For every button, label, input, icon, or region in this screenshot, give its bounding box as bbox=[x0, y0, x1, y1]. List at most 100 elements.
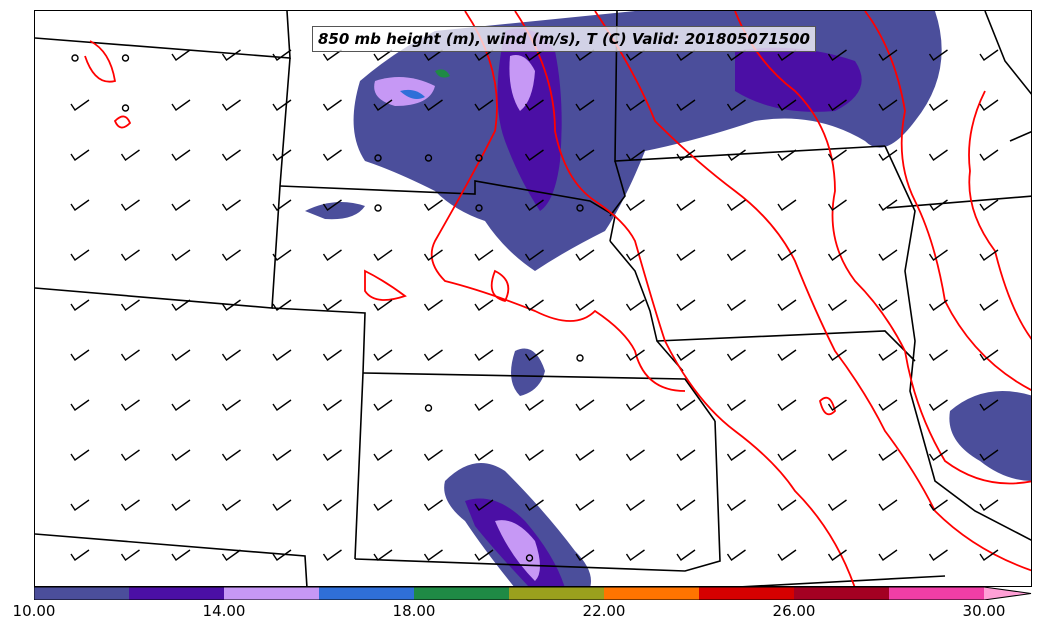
wind-barb bbox=[827, 349, 847, 361]
wind-barb bbox=[272, 149, 292, 161]
wind-barb bbox=[827, 549, 847, 561]
wind-barb bbox=[272, 249, 292, 261]
calm-wind-circle bbox=[424, 404, 433, 412]
wind-barb bbox=[625, 549, 645, 561]
wind-barb bbox=[70, 349, 90, 361]
wind-barb bbox=[777, 99, 797, 111]
wind-barb bbox=[524, 499, 544, 511]
wind-barb bbox=[120, 449, 140, 461]
wind-barb bbox=[726, 349, 746, 361]
wind-barb bbox=[827, 149, 847, 161]
wind-barb bbox=[625, 49, 645, 61]
wind-barb bbox=[676, 399, 696, 411]
wind-barb bbox=[171, 99, 191, 111]
shade-18-20-a bbox=[435, 69, 450, 78]
wind-barb bbox=[575, 249, 595, 261]
wind-barb bbox=[272, 499, 292, 511]
wind-barb bbox=[221, 249, 241, 261]
calm-wind-circle bbox=[71, 54, 79, 62]
map-canvas bbox=[35, 11, 1031, 586]
wind-barb bbox=[524, 49, 544, 61]
wind-barb bbox=[575, 299, 595, 311]
shade-14-16-b bbox=[509, 55, 535, 111]
wind-barb bbox=[221, 549, 241, 561]
wind-barb bbox=[777, 299, 797, 311]
wind-barb bbox=[171, 149, 191, 161]
wind-barbs bbox=[70, 49, 999, 562]
wind-barb bbox=[726, 49, 746, 61]
wind-barb bbox=[423, 499, 443, 511]
wind-barb bbox=[272, 449, 292, 461]
wind-barb bbox=[373, 549, 393, 561]
wind-barb bbox=[70, 499, 90, 511]
wind-barb bbox=[322, 199, 342, 211]
wind-barb bbox=[221, 49, 241, 61]
wind-barb bbox=[726, 299, 746, 311]
wind-barb bbox=[373, 349, 393, 361]
wind-barb bbox=[979, 299, 999, 311]
colorbar-cell bbox=[604, 587, 699, 600]
wind-barb bbox=[878, 249, 898, 261]
wind-barb bbox=[878, 549, 898, 561]
calm-wind-circle bbox=[475, 154, 483, 162]
wind-barb bbox=[979, 349, 999, 361]
calm-wind-circle bbox=[525, 554, 534, 562]
colorbar-tick-10: 10.00 bbox=[12, 602, 56, 620]
wind-barb bbox=[70, 99, 90, 111]
wind-barb bbox=[777, 149, 797, 161]
wind-barb bbox=[979, 149, 999, 161]
wind-barb bbox=[272, 199, 292, 211]
wind-barb bbox=[827, 249, 847, 261]
wind-barb bbox=[979, 99, 999, 111]
wind-barb bbox=[979, 199, 999, 211]
wind-barb bbox=[524, 349, 544, 361]
colorbar-cell bbox=[509, 587, 604, 600]
wind-barb bbox=[575, 49, 595, 61]
wind-barb bbox=[777, 49, 797, 61]
wind-barb bbox=[979, 49, 999, 61]
wind-barb bbox=[928, 299, 948, 311]
wind-barb bbox=[423, 199, 443, 211]
wind-barb bbox=[777, 349, 797, 361]
calm-wind-circle bbox=[374, 204, 382, 212]
shade-10-12-east bbox=[949, 391, 1031, 481]
wind-barb bbox=[726, 399, 746, 411]
colorbar-tick-22: 22.00 bbox=[582, 602, 626, 620]
wind-barb bbox=[221, 199, 241, 211]
wind-barb bbox=[120, 299, 140, 311]
wind-barb bbox=[726, 149, 746, 161]
wind-barb bbox=[120, 399, 140, 411]
wind-barb bbox=[524, 249, 544, 261]
wind-barb bbox=[171, 499, 191, 511]
wind-barb bbox=[827, 299, 847, 311]
wind-barb bbox=[726, 499, 746, 511]
wind-barb bbox=[171, 299, 191, 311]
wind-barb bbox=[524, 149, 544, 161]
colorbar-cell bbox=[794, 587, 889, 600]
wind-barb bbox=[928, 249, 948, 261]
wind-barb bbox=[171, 249, 191, 261]
wind-barb bbox=[423, 299, 443, 311]
wind-barb bbox=[272, 349, 292, 361]
wind-barb bbox=[878, 499, 898, 511]
wind-barb bbox=[221, 399, 241, 411]
shade-16-18-a bbox=[400, 89, 425, 99]
wind-barb bbox=[625, 399, 645, 411]
wind-barb bbox=[625, 149, 645, 161]
wind-barb bbox=[171, 549, 191, 561]
wind-barb bbox=[928, 199, 948, 211]
wind-barb bbox=[726, 99, 746, 111]
wind-barb bbox=[474, 399, 494, 411]
wind-barb bbox=[322, 549, 342, 561]
wind-barb bbox=[777, 549, 797, 561]
colorbar-cell bbox=[224, 587, 319, 600]
wind-barb bbox=[322, 449, 342, 461]
wind-barb bbox=[120, 149, 140, 161]
colorbar-tick-26: 26.00 bbox=[772, 602, 816, 620]
calm-wind-circle bbox=[475, 204, 483, 212]
calm-wind-circle bbox=[374, 154, 382, 162]
wind-barb bbox=[70, 299, 90, 311]
wind-barb bbox=[322, 299, 342, 311]
wind-barb bbox=[726, 249, 746, 261]
wind-barb bbox=[322, 499, 342, 511]
